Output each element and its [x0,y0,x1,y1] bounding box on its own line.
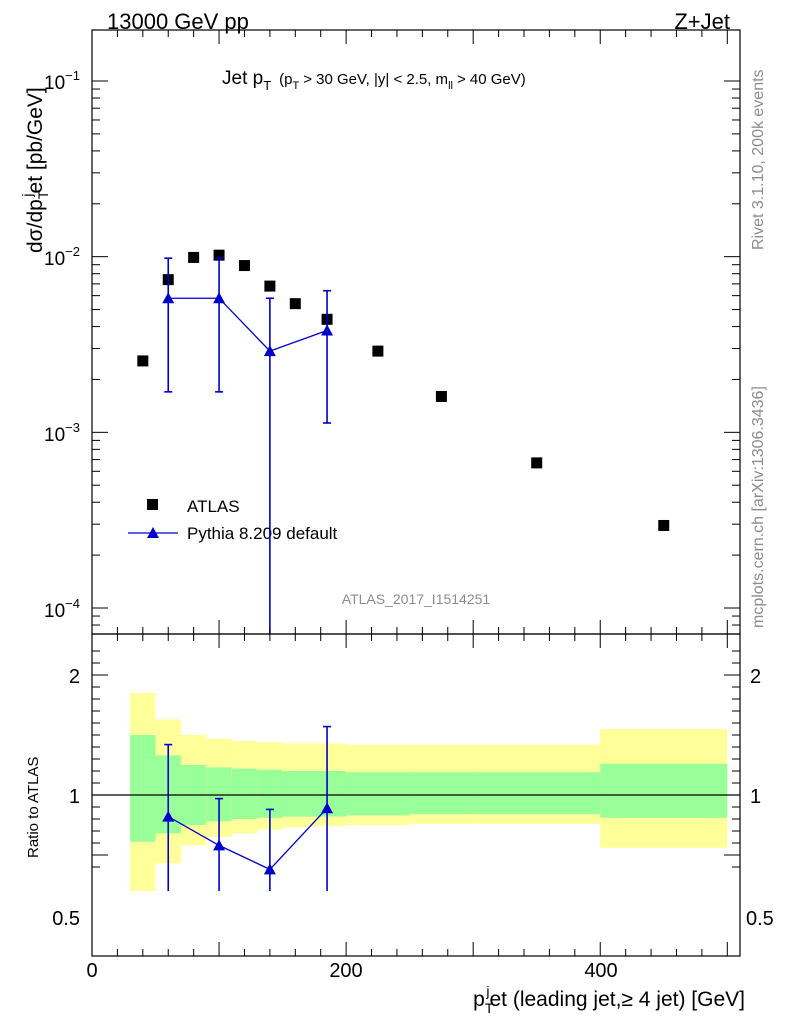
ratio-tick-2-right: 2 [750,666,761,688]
y-tick-label-1e-4: 10−4 [44,596,80,622]
ratio-tick-0.5-right: 0.5 [746,908,774,930]
title-main: Jet p [222,68,263,89]
ylabel-sub: T [35,190,51,199]
x-axis-label: pTjet (leading jet,≥ 4 jet) [GeV] [473,983,745,1016]
inner-band-bin [231,768,258,819]
atlas-data-point [264,280,276,292]
xlabel-sup: j [485,983,489,999]
atlas-data-point [238,260,250,272]
plot-frames-and-ticks [91,29,741,957]
ratio-point [213,839,226,851]
ylabel-sup: j [19,193,35,197]
title-cond-mid: > 30 GeV, |y| < 2.5, m [303,71,448,88]
main-y-tick-labels: 10−1 10−2 10−3 10−4 [44,68,80,622]
pythia-point [263,345,276,357]
y-tick-label-1e-3: 10−3 [44,420,80,446]
xlabel-p: p [473,988,485,1011]
title-cond-open: (p [279,71,292,88]
atlas-data-point [435,390,447,402]
xlabel-sub: T [485,1000,494,1016]
main-plot-marks [137,249,670,634]
xlabel-rest: et (leading jet,≥ 4 jet) [GeV] [490,988,746,1011]
legend: ATLAS Pythia 8.209 default [128,497,338,543]
title-cond-close: > 40 GeV) [457,71,526,88]
inner-band-bin [600,763,728,818]
x-tick-label-200: 200 [329,960,362,982]
atlas-data-point [213,249,225,261]
y-tick-label-1e-1: 10−1 [44,68,80,94]
atlas-data-point [188,251,200,263]
pythia-point [321,324,334,336]
plot-title: Jet pT (pT > 30 GeV, |y| < 2.5, mll > 40 Ge… [222,68,526,93]
legend-atlas-label: ATLAS [187,497,240,516]
analysis-watermark: ATLAS_2017_I1514251 [342,591,491,607]
inner-band-bin [346,772,410,816]
title-cond-sub1: T [293,80,300,92]
title-cond-sub2: ll [448,80,453,92]
ratio-line [167,807,328,871]
legend-pythia-label: Pythia 8.209 default [187,524,338,543]
ylabel-b: et [pb/GeV] [24,87,47,193]
atlas-data-point [658,519,670,531]
legend-pythia-marker [147,527,159,538]
ratio-point [321,802,334,814]
ratio-tick-1-left: 1 [69,786,80,808]
ratio-tick-1-right: 1 [750,786,761,808]
inner-band-bin [130,735,156,842]
pythia-point [162,292,175,304]
atlas-data-point [372,345,384,357]
ratio-tick-0.5-left: 0.5 [52,908,80,930]
x-tick-labels: 0 200 400 [86,960,617,982]
y-tick-label-1e-2: 10−2 [44,244,80,270]
inner-band-bin [409,772,474,815]
inner-band-bin [282,771,308,817]
ratio-point [263,863,276,875]
atlas-data-point [137,355,149,367]
ratio-y-axis-label: Ratio to ATLAS [25,757,42,858]
atlas-data-point [531,457,543,469]
inner-band-bin [473,772,601,815]
ratio-point [162,810,175,822]
legend-atlas-marker [147,499,158,510]
pythia-line [168,297,328,352]
atlas-data-point [289,298,301,310]
pythia-point [213,292,226,304]
ratio-y-tick-labels: 2 1 0.5 2 1 0.5 [52,666,774,930]
ratio-tick-2-left: 2 [69,666,80,688]
main-y-axis-label: dσ/dpTjet [pb/GeV] [19,87,51,253]
main-plot-frame [91,29,741,635]
x-tick-label-0: 0 [86,960,97,982]
ratio-plot-marks [92,725,740,891]
mcplots-label: mcplots.cern.ch [arXiv:1306.3436] [750,386,767,628]
ylabel-a: dσ/dp [24,199,47,253]
title-main-sub: T [263,78,271,93]
rivet-version-label: Rivet 3.1.10, 200k events [750,69,767,250]
x-tick-label-400: 400 [584,960,617,982]
